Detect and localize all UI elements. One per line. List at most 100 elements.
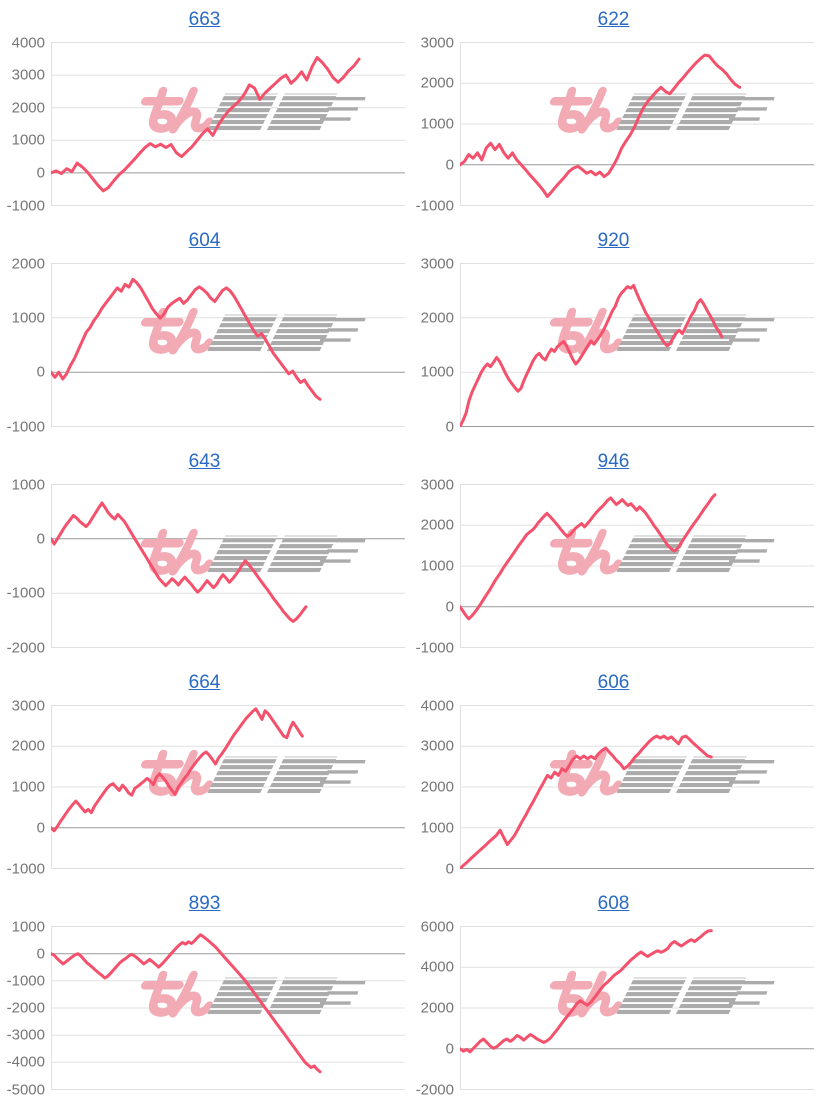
line-chart-svg — [460, 705, 814, 869]
y-axis-label: -1000 — [415, 639, 454, 656]
line-chart-svg — [460, 926, 814, 1090]
chart-title-link[interactable]: 606 — [597, 672, 630, 693]
y-axis-label: -4000 — [6, 1053, 45, 1071]
y-axis-label: 1000 — [11, 476, 45, 493]
data-line — [51, 501, 308, 623]
chart-plot — [51, 926, 405, 1090]
y-axis-label: 1000 — [11, 778, 45, 796]
chart-cell-10: 608 6000 4000 2000 0 -2000 — [409, 884, 818, 1105]
y-axis-label: 1000 — [11, 918, 45, 935]
chart-cell-3: 604 2000 1000 0 -1000 — [0, 221, 409, 442]
site-watermark-logo — [549, 749, 775, 797]
y-axis-label: 0 — [445, 156, 454, 174]
site-watermark-logo — [140, 970, 366, 1018]
chart-plot — [51, 705, 405, 869]
y-axis-label: 2000 — [420, 74, 454, 92]
y-axis-label: -1000 — [6, 972, 45, 990]
site-watermark-logo — [549, 970, 775, 1018]
y-axis-label: -1000 — [6, 197, 45, 214]
y-axis-label: 0 — [36, 164, 45, 182]
y-axis-label: 3000 — [420, 476, 454, 493]
y-axis-label: -1000 — [6, 584, 45, 602]
chart-title-link[interactable]: 622 — [597, 9, 630, 30]
chart-title-link[interactable]: 663 — [188, 9, 221, 30]
y-axis-label: 3000 — [11, 66, 45, 84]
y-axis-label: -3000 — [6, 1026, 45, 1044]
y-axis-label: 3000 — [420, 255, 454, 272]
data-line — [51, 56, 361, 193]
chart-plot — [460, 705, 814, 869]
chart-plot — [460, 484, 814, 648]
chart-title-link[interactable]: 604 — [188, 230, 221, 251]
data-line — [51, 933, 322, 1074]
y-axis-label: 1000 — [11, 131, 45, 149]
site-watermark-logo — [140, 749, 366, 797]
y-axis-label: 2000 — [11, 99, 45, 117]
y-axis-label: 0 — [36, 530, 45, 548]
y-axis-label: 0 — [445, 598, 454, 616]
chart-plot — [51, 484, 405, 648]
chart-title-link[interactable]: 643 — [188, 451, 221, 472]
chart-plot — [460, 42, 814, 206]
y-axis-label: -1000 — [6, 418, 45, 435]
chart-plot — [460, 263, 814, 427]
line-chart-svg — [51, 42, 405, 206]
y-axis-label: 4000 — [420, 697, 454, 714]
y-axis-label: 0 — [36, 363, 45, 381]
y-axis-label: -5000 — [6, 1081, 45, 1098]
y-axis-label: 4000 — [420, 958, 454, 976]
y-axis-label: -2000 — [6, 639, 45, 656]
y-axis-label: 0 — [445, 860, 454, 877]
line-chart-svg — [51, 926, 405, 1090]
y-axis-label: 2000 — [420, 309, 454, 327]
y-axis-label: 0 — [36, 945, 45, 963]
site-watermark-logo — [140, 307, 366, 355]
y-axis-label: 1000 — [420, 363, 454, 381]
chart-cell-9: 893 1000 0 -1000 -2000 -3000 -4000 -5000 — [0, 884, 409, 1105]
data-line — [460, 929, 713, 1054]
chart-title-link[interactable]: 664 — [188, 672, 221, 693]
data-line — [51, 707, 304, 833]
line-chart-svg — [460, 484, 814, 648]
y-axis-label: 6000 — [420, 918, 454, 935]
y-axis-label: 1000 — [420, 819, 454, 837]
y-axis-label: 1000 — [420, 115, 454, 133]
line-chart-svg — [51, 263, 405, 427]
y-axis-label: 2000 — [420, 778, 454, 796]
y-axis-label: -1000 — [415, 197, 454, 214]
chart-plot — [460, 926, 814, 1090]
data-line — [460, 493, 717, 621]
y-axis-label: 1000 — [11, 309, 45, 327]
chart-cell-6: 946 3000 2000 1000 0 -1000 — [409, 442, 818, 663]
y-axis-label: 4000 — [11, 34, 45, 51]
y-axis-label: 0 — [445, 1040, 454, 1058]
y-axis-label: -2000 — [415, 1081, 454, 1098]
site-watermark-logo — [549, 86, 775, 134]
line-chart-svg — [51, 705, 405, 869]
y-axis-label: 0 — [445, 418, 454, 435]
chart-cell-4: 920 3000 2000 1000 0 — [409, 221, 818, 442]
data-line — [460, 53, 742, 198]
line-chart-svg — [51, 484, 405, 648]
data-line — [51, 277, 322, 401]
chart-title-link[interactable]: 608 — [597, 893, 630, 914]
data-line — [460, 734, 713, 869]
chart-cell-7: 664 3000 2000 1000 0 -1000 — [0, 663, 409, 884]
y-axis-label: 2000 — [420, 999, 454, 1017]
y-axis-label: -2000 — [6, 999, 45, 1017]
y-axis-label: 2000 — [11, 255, 45, 272]
y-axis-label: 0 — [36, 819, 45, 837]
y-axis-label: 1000 — [420, 557, 454, 575]
chart-title-link[interactable]: 893 — [188, 893, 221, 914]
chart-cell-8: 606 4000 3000 2000 1000 0 — [409, 663, 818, 884]
line-chart-svg — [460, 42, 814, 206]
chart-plot — [51, 42, 405, 206]
chart-title-link[interactable]: 920 — [597, 230, 630, 251]
site-watermark-logo — [140, 86, 366, 134]
site-watermark-logo — [549, 307, 775, 355]
chart-title-link[interactable]: 946 — [597, 451, 630, 472]
site-watermark-logo — [140, 528, 366, 576]
y-axis-label: 2000 — [420, 516, 454, 534]
chart-cell-5: 643 1000 0 -1000 -2000 — [0, 442, 409, 663]
